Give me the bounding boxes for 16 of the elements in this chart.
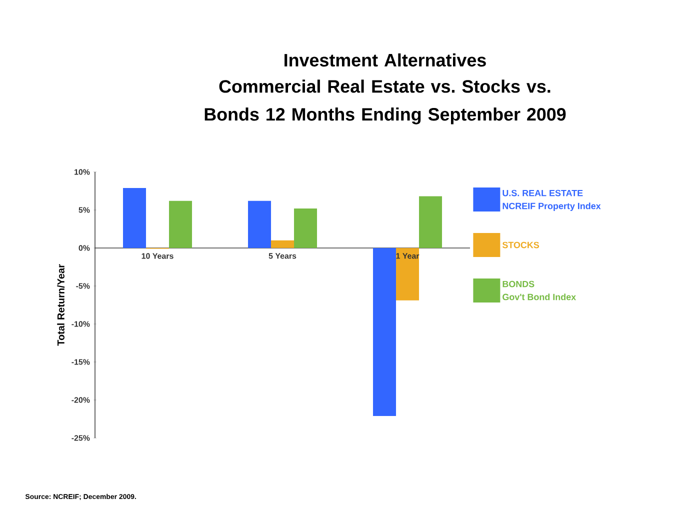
text: STOCKS [502, 242, 540, 248]
text: BONDS [502, 280, 534, 288]
bar [373, 248, 396, 416]
chart-subtitle: Commercial Real Estate vs. Stocks vs. Bonds 12 Months Ending September 2009 [204, 80, 566, 124]
y-axis-title: Total Return/Year [57, 264, 65, 346]
text: U.S. REAL ESTATE [502, 190, 583, 196]
bar [396, 248, 420, 300]
bar [294, 208, 318, 248]
text: NCREIF Property Index [502, 202, 601, 211]
chart-title: Investment Alternatives [284, 53, 486, 67]
bar [419, 196, 442, 248]
bar [123, 188, 146, 248]
bar [248, 200, 272, 248]
text: Gov't Bond Index [502, 294, 576, 300]
bar [271, 240, 294, 248]
bar [169, 200, 192, 248]
